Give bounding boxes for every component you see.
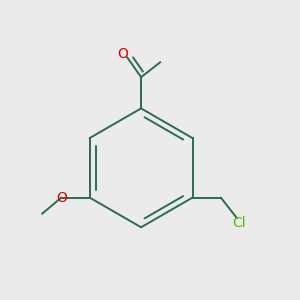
Text: O: O bbox=[118, 47, 128, 61]
Text: O: O bbox=[56, 190, 67, 205]
Text: Cl: Cl bbox=[232, 216, 246, 230]
